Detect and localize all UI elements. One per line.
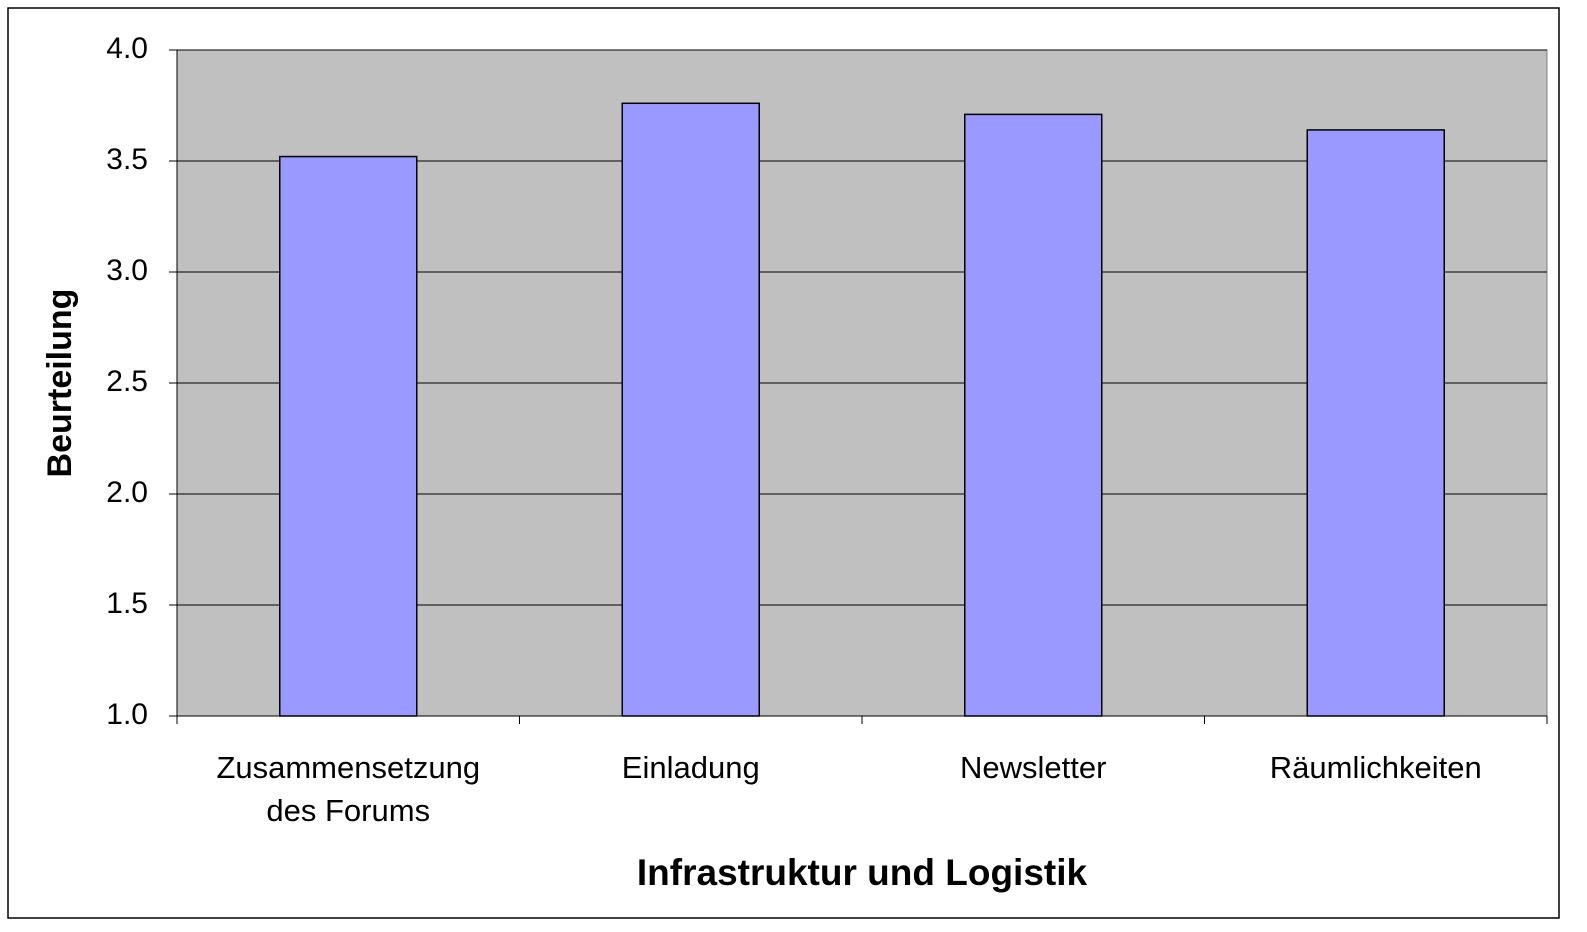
bar xyxy=(621,102,760,717)
bar xyxy=(964,113,1103,717)
y-axis-title: Beurteilung xyxy=(41,289,79,478)
bar xyxy=(1306,129,1445,717)
y-tick-label: 3.0 xyxy=(106,254,148,287)
bar xyxy=(279,155,418,717)
y-tick-label: 3.5 xyxy=(106,143,148,176)
x-tick-label: Einladung xyxy=(621,750,760,785)
x-axis-title: Infrastruktur und Logistik xyxy=(637,852,1088,893)
y-tick-label: 2.5 xyxy=(106,365,148,398)
y-tick-label: 4.0 xyxy=(106,32,148,65)
y-tick-label: 1.5 xyxy=(106,587,148,620)
x-tick-label: Newsletter xyxy=(960,750,1107,785)
x-tick-label: Räumlichkeiten xyxy=(1269,750,1482,785)
x-tick-label: Zusammensetzung des Forums xyxy=(216,750,481,828)
y-tick-label: 1.0 xyxy=(106,698,148,731)
y-tick-label: 2.0 xyxy=(106,476,148,509)
